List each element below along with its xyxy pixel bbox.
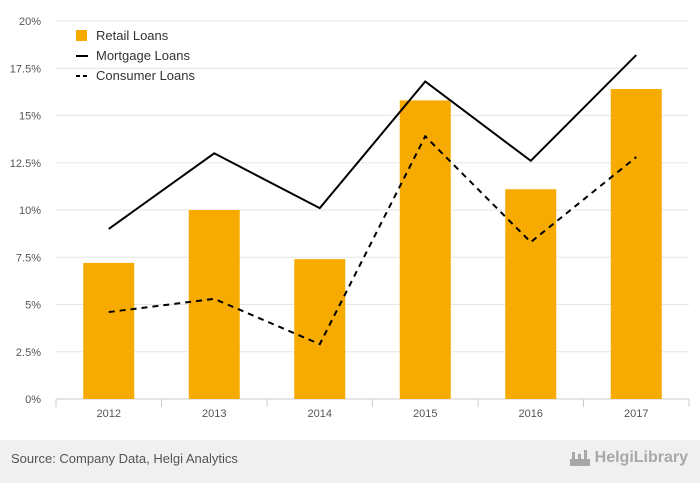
bar-retail-loans [294,259,346,399]
bar-retail-loans [83,262,135,399]
x-tick-label: 2015 [413,408,437,420]
y-tick-label: 7.5% [16,252,41,264]
footer: Source: Company Data, Helgi Analytics He… [0,440,700,483]
x-tick-label: 2014 [308,408,332,420]
y-tick-label: 10% [19,205,41,217]
y-tick-label: 5% [25,300,41,312]
legend: Retail Loans Mortgage Loans Consumer Loans [76,28,195,83]
x-tick-label: 2013 [202,408,226,420]
gridlines [56,20,689,400]
bar-retail-loans [610,89,662,399]
bar-retail-loans [188,210,240,399]
bars [83,89,662,399]
y-tick-label: 12.5% [10,158,41,170]
y-tick-label: 17.5% [10,63,41,75]
x-tick-label: 2012 [97,408,121,420]
x-axis: 2012 2013 2014 2015 2016 2017 [55,399,690,420]
line-mortgage-loans [108,54,637,230]
legend-label: Retail Loans [96,28,169,43]
legend-label: Mortgage Loans [96,48,190,63]
brand-name: HelgiLibrary [594,449,688,466]
line-consumer-loans [108,134,637,346]
y-tick-label: 2.5% [16,347,41,359]
source-text: Source: Company Data, Helgi Analytics [11,451,238,466]
legend-swatch-retail-loans [76,30,87,41]
bar-retail-loans [399,100,451,399]
legend-label: Consumer Loans [96,68,195,83]
lines [108,54,637,346]
x-tick-label: 2017 [624,408,648,420]
chart: 0% 2.5% 5% 7.5% 10% 12.5% 15% 17.5% 20% 2012 2013… [10,16,690,420]
y-axis-ticks: 0% 2.5% 5% 7.5% 10% 12.5% 15% 17.5% 20% [10,16,41,406]
helgi-logo-icon [569,450,590,466]
brand[interactable]: HelgiLibrary [569,449,688,467]
y-tick-label: 0% [25,394,41,406]
y-tick-label: 15% [19,111,41,123]
y-tick-label: 20% [19,16,41,28]
bar-retail-loans [505,189,557,399]
x-tick-label: 2016 [519,408,543,420]
